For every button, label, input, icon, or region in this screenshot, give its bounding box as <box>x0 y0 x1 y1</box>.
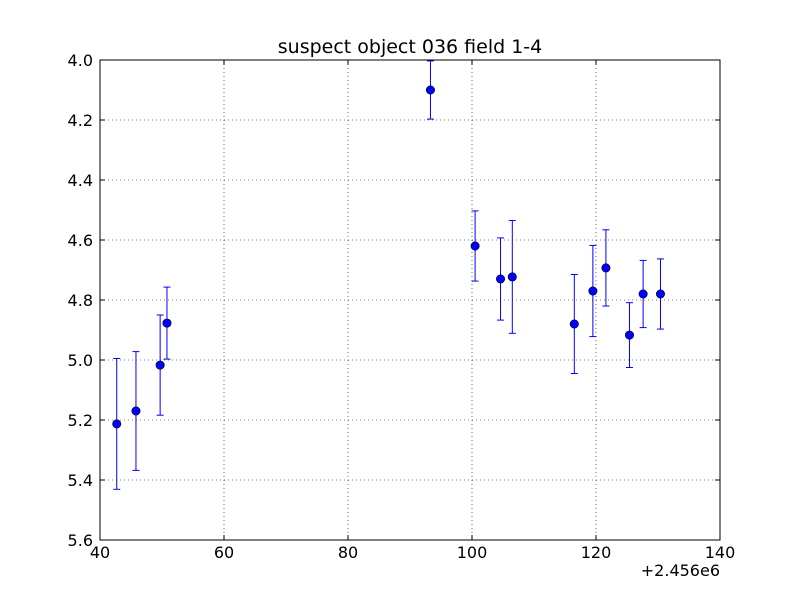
y-tick-label: 4.0 <box>68 51 93 70</box>
x-tick-labels: 40 60 80 100 120 140 <box>90 543 735 562</box>
y-tick-label: 5.2 <box>68 411 93 430</box>
x-tick-label: 120 <box>581 543 612 562</box>
data-point <box>507 272 517 282</box>
data-point <box>162 318 172 328</box>
x-tick-label: 40 <box>90 543 110 562</box>
data-point <box>470 241 480 251</box>
y-tick-label: 4.4 <box>68 171 93 190</box>
data-point <box>131 406 141 416</box>
data-point <box>655 289 665 299</box>
data-point <box>588 286 598 296</box>
data-point <box>569 319 579 329</box>
data-point <box>624 330 634 340</box>
data-point <box>496 274 506 284</box>
y-tick-label: 5.4 <box>68 471 93 490</box>
x-tick-label: 80 <box>338 543 358 562</box>
x-offset-label: +2.456e6 <box>641 561 720 580</box>
data-point <box>155 360 165 370</box>
y-tick-label: 4.8 <box>68 291 93 310</box>
axis-ticks <box>99 59 721 541</box>
y-tick-label: 5.6 <box>68 531 93 550</box>
data-markers <box>112 85 665 429</box>
y-tick-labels: 4.0 4.2 4.4 4.6 4.8 5.0 5.2 5.4 5.6 <box>68 51 93 550</box>
data-point <box>425 85 435 95</box>
data-point <box>601 263 611 273</box>
x-tick-label: 140 <box>705 543 736 562</box>
data-point <box>638 289 648 299</box>
x-tick-label: 100 <box>457 543 488 562</box>
y-tick-label: 5.0 <box>68 351 93 370</box>
data-point <box>112 419 122 429</box>
y-tick-label: 4.2 <box>68 111 93 130</box>
y-tick-label: 4.6 <box>68 231 93 250</box>
x-tick-label: 60 <box>214 543 234 562</box>
chart-title: suspect object 036 field 1-4 <box>278 36 543 58</box>
